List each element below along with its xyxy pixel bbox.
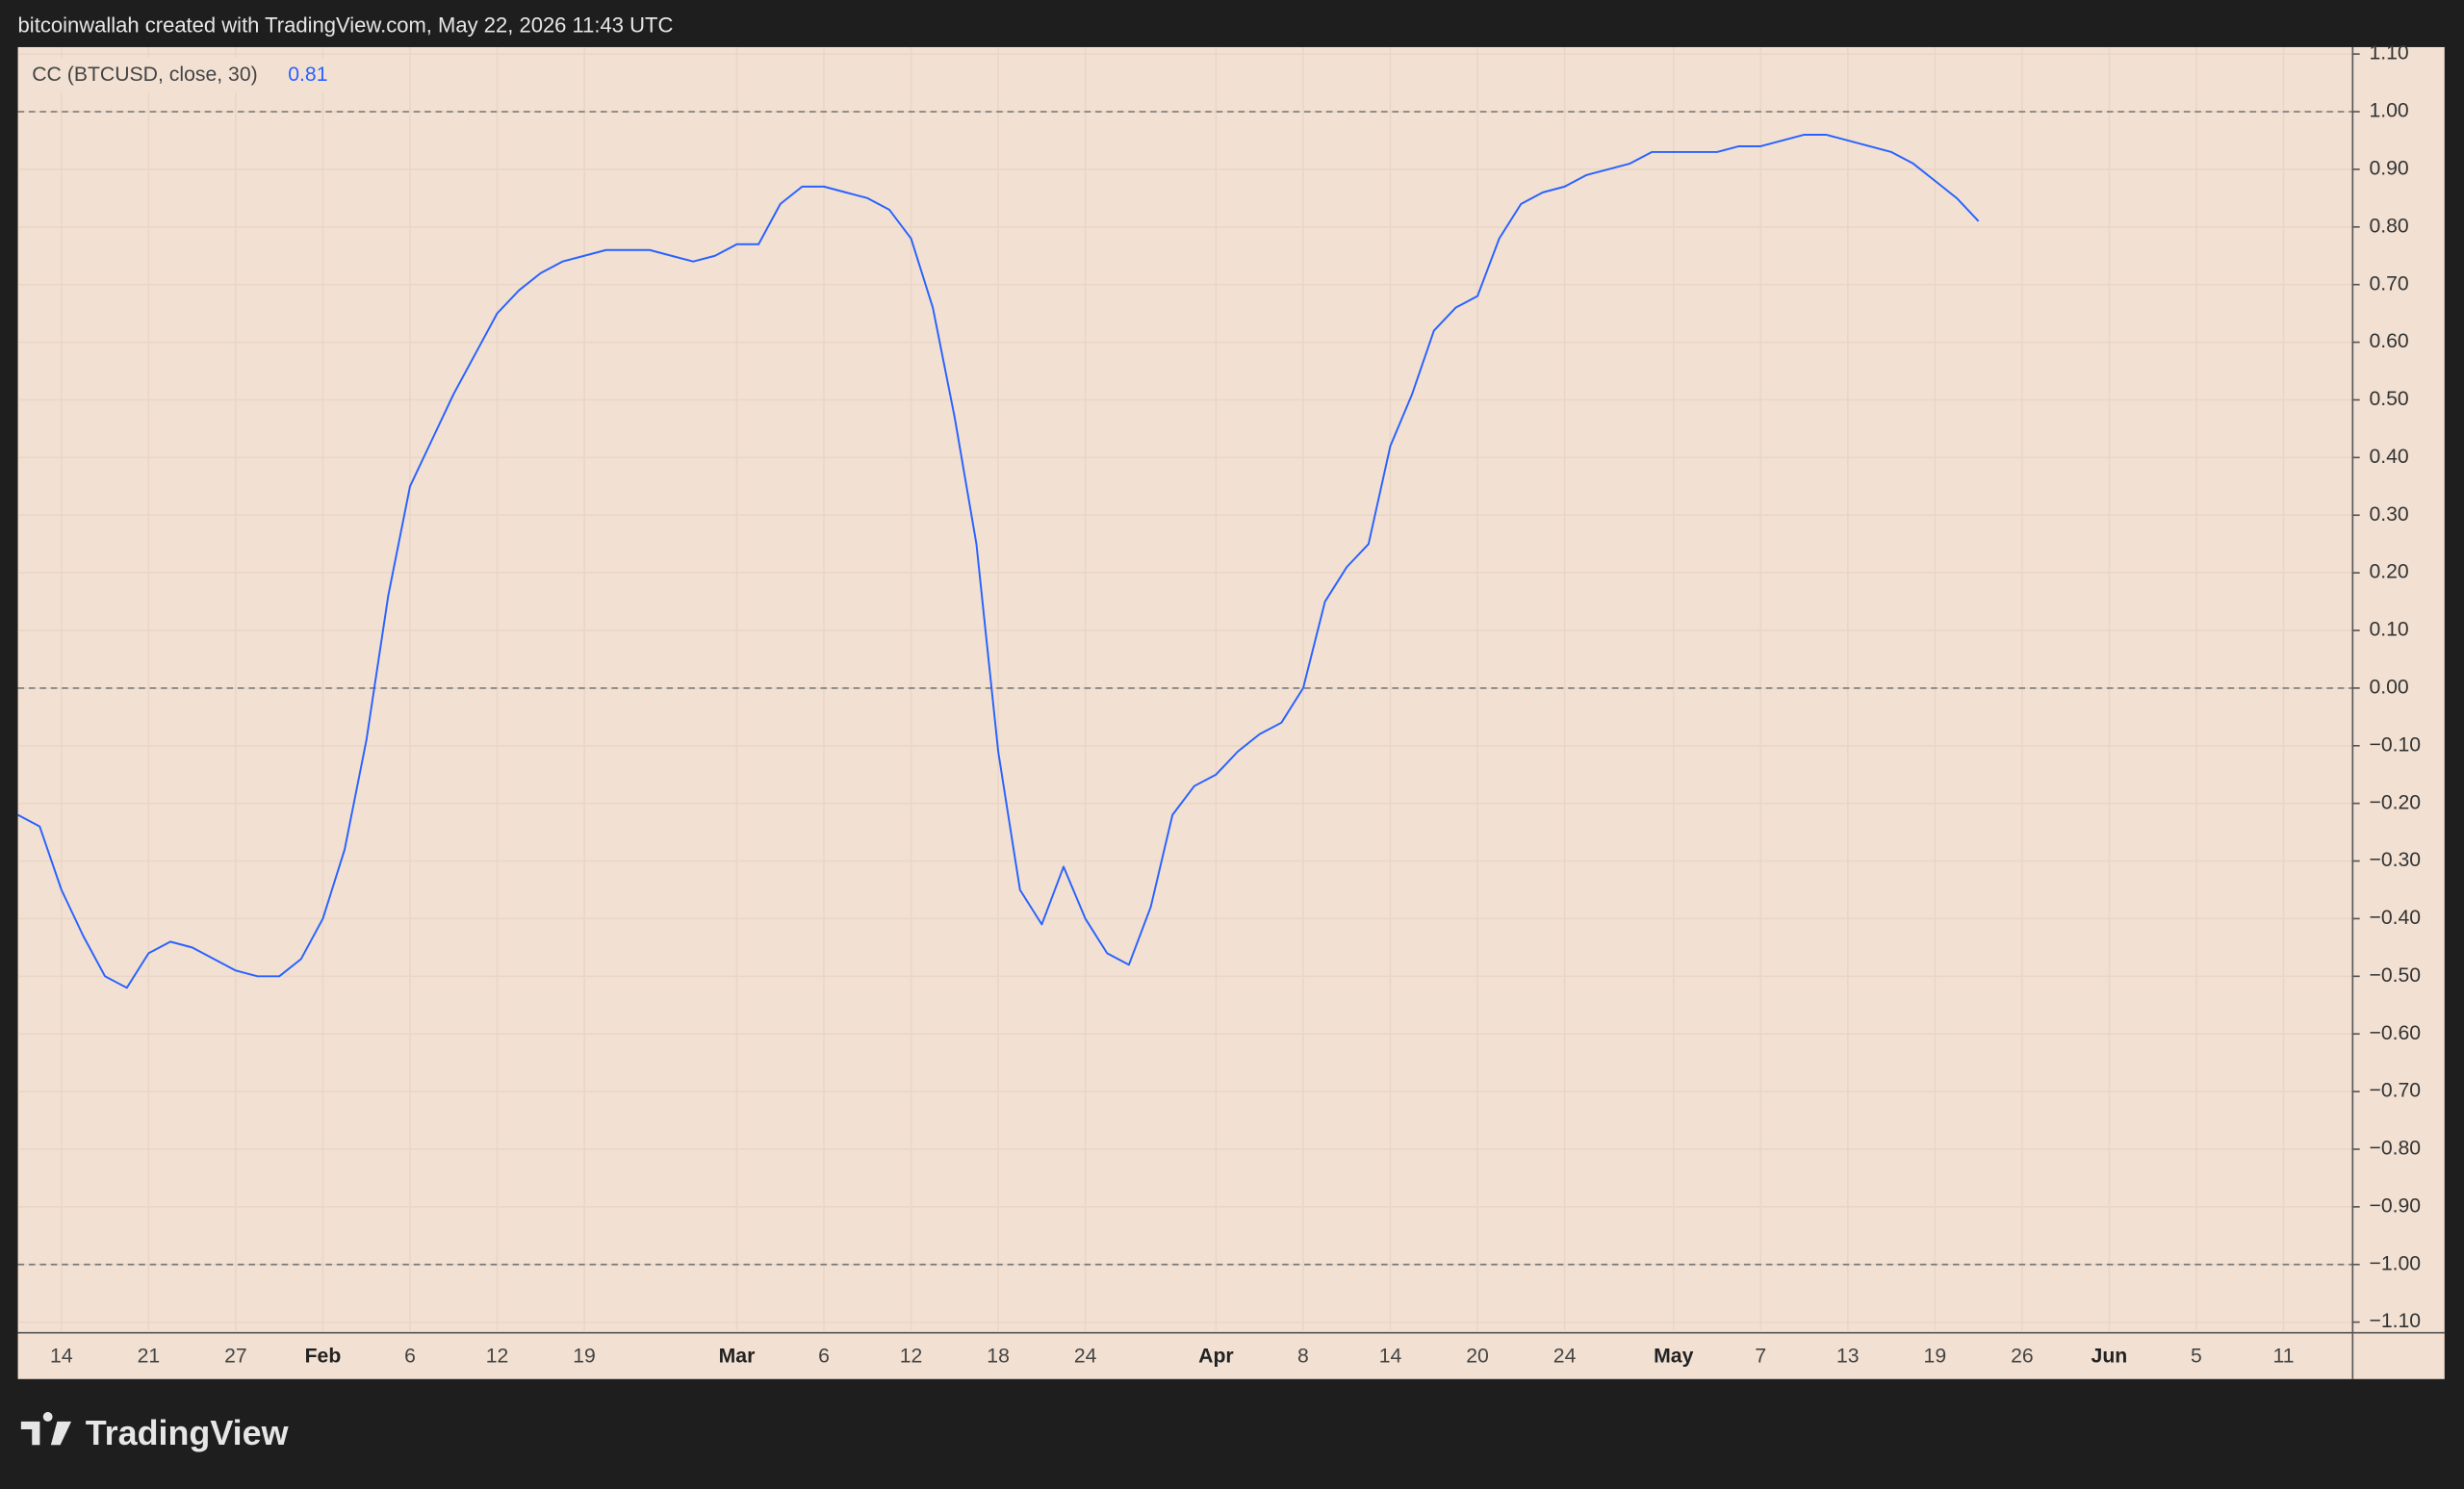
- y-tick-label: 1.10: [2369, 42, 2408, 64]
- legend-bg: [24, 58, 346, 93]
- y-tick-label: −0.20: [2369, 791, 2421, 813]
- x-tick-label: 14: [50, 1346, 73, 1368]
- y-tick-label: 1.00: [2369, 100, 2408, 122]
- y-tick-label: 0.90: [2369, 158, 2408, 180]
- y-tick-label: 0.60: [2369, 330, 2408, 352]
- y-tick-label: 0.00: [2369, 676, 2408, 698]
- x-tick-label: 6: [404, 1346, 416, 1368]
- x-tick-label: 21: [138, 1346, 161, 1368]
- logo: TradingView: [20, 1412, 289, 1452]
- x-tick-label: 11: [2272, 1346, 2294, 1368]
- y-tick-label: 0.40: [2369, 446, 2408, 468]
- x-tick-label: 13: [1836, 1346, 1860, 1368]
- y-tick-label: 0.10: [2369, 619, 2408, 641]
- x-tick-label: 14: [1379, 1346, 1402, 1368]
- y-tick-label: −0.60: [2369, 1022, 2421, 1044]
- x-tick-label: 12: [900, 1346, 923, 1368]
- y-tick-label: −1.10: [2369, 1310, 2421, 1332]
- x-tick-label: 20: [1466, 1346, 1489, 1368]
- x-tick-label: 24: [1074, 1346, 1097, 1368]
- labels: 1.10 1.00 0.90 0.80 0.70 0.60 0.50 0.40 0.30 0.20…: [50, 42, 2421, 1368]
- x-tick-label: 27: [224, 1346, 247, 1368]
- y-tick-label: 0.50: [2369, 388, 2408, 410]
- y-tick-label: −0.50: [2369, 964, 2421, 987]
- y-tick-label: −0.90: [2369, 1194, 2421, 1217]
- logo-text: TradingView: [86, 1414, 289, 1452]
- x-tick-label: 19: [1924, 1346, 1947, 1368]
- marks: [17, 134, 1980, 989]
- grid: [17, 46, 2352, 1332]
- x-tick-label: 6: [818, 1346, 830, 1368]
- x-tick-label: Mar: [719, 1346, 756, 1368]
- series-line: [17, 134, 1980, 989]
- y-tick-label: 0.80: [2369, 215, 2408, 237]
- levels: [17, 111, 2352, 1266]
- x-tick-label: 24: [1553, 1346, 1577, 1368]
- x-tick-label: 26: [2011, 1346, 2034, 1368]
- x-tick-label: May: [1654, 1346, 1693, 1368]
- y-tick-label: 0.20: [2369, 561, 2408, 583]
- y-tick-label: −1.00: [2369, 1252, 2421, 1274]
- x-tick-label: 18: [987, 1346, 1010, 1368]
- y-tick-label: 0.70: [2369, 272, 2408, 295]
- y-tick-label: −0.80: [2369, 1138, 2421, 1160]
- y-tick-label: −0.40: [2369, 907, 2421, 929]
- header: bitcoinwallah created with TradingView.c…: [18, 13, 674, 38]
- x-tick-label: Apr: [1198, 1346, 1234, 1368]
- y-tick-label: −0.70: [2369, 1080, 2421, 1102]
- x-tick-label: 19: [573, 1346, 596, 1368]
- y-tick-label: −0.10: [2369, 733, 2421, 756]
- legend-title: CC (BTCUSD, close, 30): [32, 64, 257, 86]
- y-tick-label: −0.30: [2369, 849, 2421, 871]
- x-tick-label: 8: [1297, 1346, 1309, 1368]
- legend-value: 0.81: [288, 64, 327, 86]
- x-tick-label: 12: [486, 1346, 509, 1368]
- x-tick-label: 5: [2191, 1346, 2202, 1368]
- x-tick-label: 7: [1755, 1346, 1766, 1368]
- x-tick-label: Feb: [305, 1346, 342, 1368]
- y-tick-label: 0.30: [2369, 503, 2408, 526]
- logo-icon: [20, 1412, 72, 1446]
- x-tick-label: Jun: [2092, 1346, 2128, 1368]
- chart-area: [17, 46, 2445, 1379]
